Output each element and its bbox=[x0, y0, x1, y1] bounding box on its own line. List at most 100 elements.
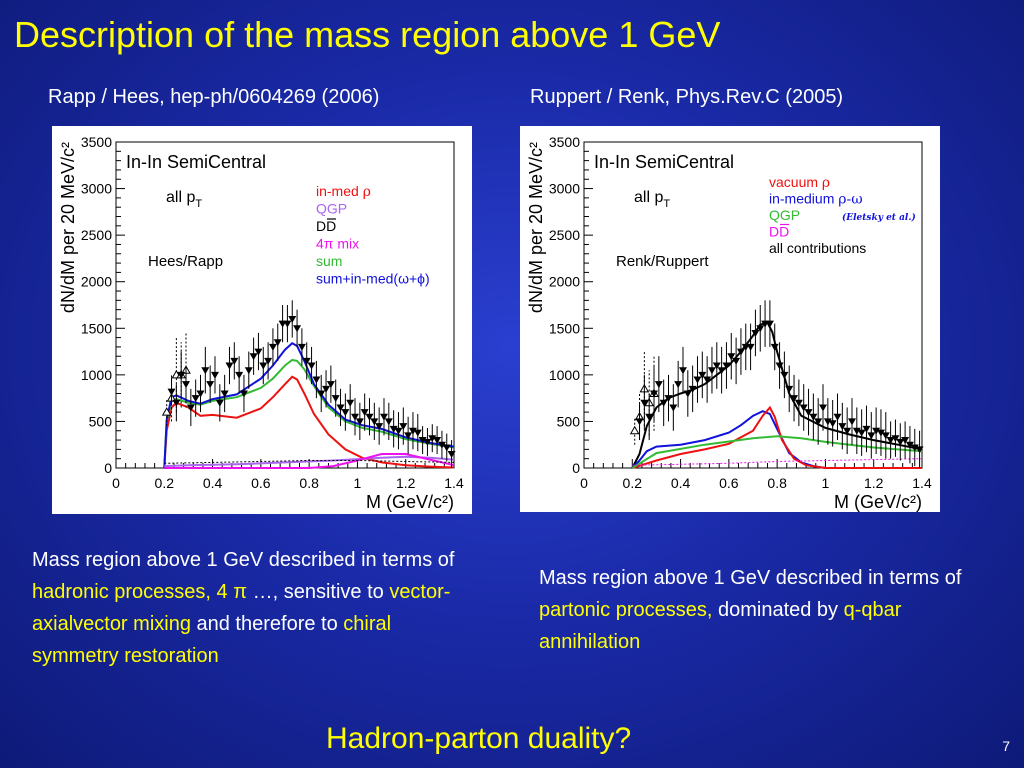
legend-entry: vacuum ρ bbox=[769, 174, 830, 191]
data-point bbox=[905, 441, 914, 449]
data-point bbox=[442, 444, 451, 452]
data-point bbox=[210, 371, 219, 379]
right-chart-caption: Ruppert / Renk, Phys.Rev.C (2005) bbox=[530, 86, 844, 108]
y-tick-label: 2000 bbox=[549, 274, 580, 290]
chart-title: In-In SemiCentral bbox=[126, 152, 266, 172]
data-point bbox=[717, 367, 726, 375]
data-point bbox=[659, 399, 668, 407]
x-tick-label: 0 bbox=[112, 475, 120, 491]
data-point bbox=[177, 371, 186, 379]
x-tick-label: 0.8 bbox=[299, 475, 319, 491]
legend-entry: in-med ρ bbox=[316, 183, 371, 200]
data-point bbox=[341, 409, 350, 417]
y-tick-label: 500 bbox=[89, 413, 113, 429]
data-point bbox=[819, 404, 828, 412]
data-point bbox=[413, 429, 422, 437]
data-point bbox=[881, 432, 890, 440]
x-axis-label: M (GeV/c²) bbox=[366, 492, 454, 512]
y-tick-label: 3500 bbox=[549, 134, 580, 150]
data-point bbox=[182, 381, 191, 389]
data-point bbox=[235, 371, 244, 379]
y-tick-label: 2500 bbox=[81, 227, 112, 243]
data-point bbox=[379, 413, 388, 421]
data-point bbox=[645, 413, 654, 421]
data-point bbox=[394, 427, 403, 435]
data-point bbox=[230, 357, 239, 365]
data-point bbox=[847, 418, 856, 426]
x-tick-label: 1.4 bbox=[912, 475, 932, 491]
x-tick-label: 0.8 bbox=[767, 475, 787, 491]
data-point bbox=[756, 325, 765, 333]
data-point bbox=[297, 343, 306, 351]
model-label: Renk/Ruppert bbox=[616, 253, 709, 270]
data-point bbox=[355, 418, 364, 426]
data-point bbox=[268, 343, 277, 351]
series-curve bbox=[163, 358, 455, 469]
x-tick-label: 1.2 bbox=[864, 475, 884, 491]
data-point bbox=[862, 425, 871, 433]
data-point bbox=[775, 362, 784, 370]
data-point bbox=[736, 348, 745, 356]
legend-entry: 4π mix bbox=[316, 236, 359, 252]
data-point bbox=[389, 425, 398, 433]
x-tick-label: 0.2 bbox=[623, 475, 643, 491]
data-point bbox=[876, 429, 885, 437]
left-chart-panel: 0 500 1000 1500 2000 2500 3000 3500 0 0.2 0.4 0.6 0.… bbox=[52, 126, 472, 514]
data-point bbox=[172, 399, 181, 407]
x-tick-label: 1.4 bbox=[444, 475, 464, 491]
data-point bbox=[167, 388, 176, 396]
open-data-point bbox=[629, 425, 640, 435]
data-point bbox=[823, 418, 832, 426]
data-point bbox=[447, 451, 456, 459]
eletsky-note: (Eletsky et al.) bbox=[842, 212, 916, 223]
legend-greek: ρ bbox=[363, 184, 371, 200]
legend-greek: ρ bbox=[822, 175, 830, 191]
data-point bbox=[640, 399, 649, 407]
y-axis-label: dN/dM per 20 MeV/c² bbox=[526, 142, 546, 313]
data-point bbox=[288, 315, 297, 323]
left-text-1: Mass region above 1 GeV described in ter… bbox=[32, 549, 455, 571]
x-tick-label: 0.6 bbox=[719, 475, 739, 491]
y-tick-label: 2500 bbox=[549, 227, 580, 243]
data-point bbox=[693, 376, 702, 384]
data-point bbox=[650, 390, 659, 398]
data-point bbox=[814, 418, 823, 426]
data-point bbox=[828, 420, 837, 428]
page-number: 7 bbox=[1002, 738, 1010, 754]
data-point bbox=[896, 438, 905, 446]
x-tick-label: 0 bbox=[580, 475, 588, 491]
data-point bbox=[804, 409, 813, 417]
data-point bbox=[635, 418, 644, 426]
right-description: Mass region above 1 GeV described in ter… bbox=[539, 562, 969, 658]
data-point bbox=[322, 385, 331, 393]
data-point bbox=[683, 390, 692, 398]
data-point bbox=[765, 320, 774, 328]
data-point bbox=[915, 446, 924, 454]
pt-label: all pT bbox=[634, 189, 670, 210]
data-point bbox=[678, 367, 687, 375]
duality-question: Hadron-parton duality? bbox=[326, 722, 632, 755]
data-point bbox=[239, 390, 248, 398]
data-point bbox=[794, 399, 803, 407]
data-point bbox=[351, 413, 360, 421]
data-point bbox=[664, 395, 673, 403]
x-tick-label: 0.4 bbox=[203, 475, 223, 491]
data-point bbox=[669, 404, 678, 412]
data-point bbox=[244, 367, 253, 375]
data-point bbox=[727, 353, 736, 361]
data-point bbox=[283, 320, 292, 328]
y-tick-label: 3000 bbox=[81, 181, 112, 197]
right-chart-panel: 0 500 1000 1500 2000 2500 3000 3500 0 0.2 0.4 0.6 0.… bbox=[520, 126, 940, 512]
x-tick-label: 0.6 bbox=[251, 475, 271, 491]
data-point bbox=[404, 432, 413, 440]
pt-subscript: T bbox=[195, 198, 202, 210]
legend-entry: sum+in-med(ω+ϕ) bbox=[316, 271, 430, 287]
data-point bbox=[809, 413, 818, 421]
right-highlight-qqbar: q-qbar annihilation bbox=[539, 599, 902, 653]
x-tick-label: 0.4 bbox=[671, 475, 691, 491]
data-point bbox=[225, 362, 234, 370]
data-point bbox=[302, 357, 311, 365]
data-point bbox=[375, 423, 384, 431]
data-point bbox=[732, 357, 741, 365]
data-point bbox=[703, 376, 712, 384]
